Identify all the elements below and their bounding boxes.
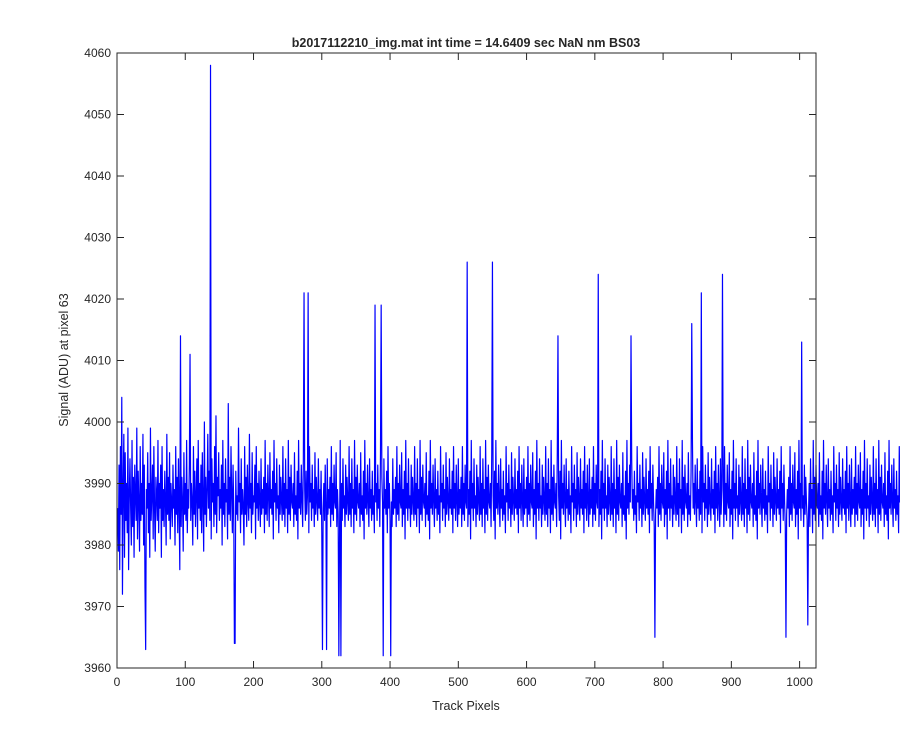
x-axis-label: Track Pixels: [432, 699, 500, 713]
y-tick-label: 4060: [84, 46, 111, 60]
chart-title: b2017112210_img.mat int time = 14.6409 s…: [292, 36, 641, 50]
x-tick-label: 200: [244, 675, 264, 689]
y-tick-label: 4040: [84, 169, 111, 183]
x-tick-label: 700: [585, 675, 605, 689]
x-tick-label: 800: [653, 675, 673, 689]
y-tick-label: 3960: [84, 661, 111, 675]
series-line: [117, 64, 900, 657]
axes-layer: 0 100 200 300 400 500 600 700 800 900 1000 3960 3970…: [84, 46, 817, 689]
x-tick-label: 0: [114, 675, 121, 689]
x-tick-label: 500: [448, 675, 468, 689]
y-tick-label: 4010: [84, 354, 111, 368]
y-tick-label: 3990: [84, 477, 111, 491]
x-tick-label: 300: [312, 675, 332, 689]
series-layer: [117, 64, 900, 657]
y-tick-label: 3980: [84, 538, 111, 552]
y-tick-label: 4020: [84, 292, 111, 306]
y-tick-label: 4030: [84, 231, 111, 245]
y-tick-label: 4000: [84, 415, 111, 429]
x-tick-label: 600: [517, 675, 537, 689]
x-tick-label: 400: [380, 675, 400, 689]
x-tick-label: 100: [175, 675, 195, 689]
y-axis-label: Signal (ADU) at pixel 63: [57, 293, 71, 426]
y-tick-label: 3970: [84, 600, 111, 614]
x-tick-label: 1000: [786, 675, 813, 689]
x-tick-label: 900: [721, 675, 741, 689]
y-tick-label: 4050: [84, 108, 111, 122]
